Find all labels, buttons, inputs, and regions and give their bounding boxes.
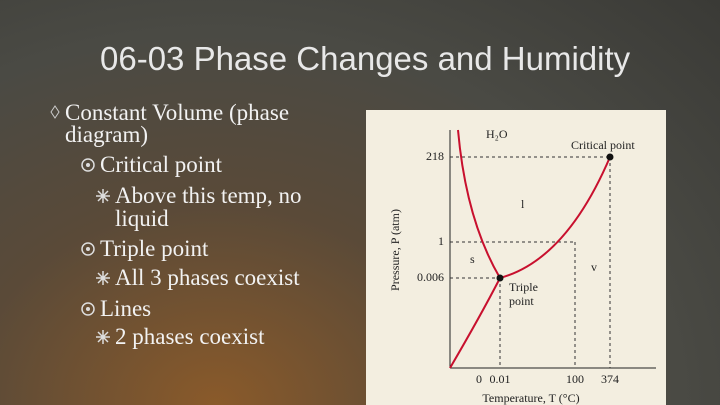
bullet-text: Constant Volume (phase bbox=[65, 100, 290, 125]
phase-diagram: H₂O Critical point 218 1 0.006 0 0.01 10… bbox=[366, 110, 666, 405]
sublimation-curve bbox=[449, 277, 501, 369]
bullet-text: liquid bbox=[115, 206, 169, 231]
x-tick-label: 374 bbox=[601, 372, 619, 386]
vaporization-curve bbox=[499, 156, 611, 279]
x-tick-label: 0.01 bbox=[490, 372, 511, 386]
annotation: point bbox=[509, 294, 534, 308]
annotation: Critical point bbox=[571, 138, 635, 152]
annotation: Triple bbox=[509, 280, 538, 294]
y-tick-label: 218 bbox=[426, 149, 444, 163]
bullet-icon bbox=[81, 302, 95, 316]
bullet-icon bbox=[81, 158, 95, 172]
y-tick-label: 0.006 bbox=[417, 270, 444, 284]
slide-title: 06-03 Phase Changes and Humidity bbox=[100, 40, 631, 77]
y-axis-label: Pressure, P (atm) bbox=[388, 209, 402, 291]
bullet-icon bbox=[96, 271, 110, 285]
bullet-text: Above this temp, no bbox=[115, 183, 302, 208]
fusion-curve bbox=[457, 129, 501, 279]
bullet-text: diagram) bbox=[65, 122, 149, 147]
bullet-text: All 3 phases coexist bbox=[115, 265, 300, 290]
bullet-icon bbox=[81, 242, 95, 256]
bullet-icon bbox=[96, 189, 110, 203]
x-tick-label: 0 bbox=[476, 372, 482, 386]
bullet-text: 2 phases coexist bbox=[115, 324, 265, 349]
y-tick-label: 1 bbox=[438, 234, 444, 248]
guide-line bbox=[450, 156, 611, 368]
bullet-icon bbox=[50, 105, 60, 119]
bullet-text: Critical point bbox=[100, 152, 223, 177]
bullet-text: Triple point bbox=[100, 236, 209, 261]
x-tick-label: 100 bbox=[566, 372, 584, 386]
guide-line bbox=[450, 277, 501, 368]
region-label: s bbox=[470, 252, 475, 266]
bullet-text: Lines bbox=[100, 296, 152, 321]
region-label: l bbox=[521, 197, 525, 211]
triple-point bbox=[496, 274, 504, 282]
guide-line bbox=[450, 241, 576, 368]
bullet-icon bbox=[96, 330, 110, 344]
region-label: v bbox=[591, 260, 597, 274]
x-axis-label: Temperature, T (°C) bbox=[482, 391, 579, 405]
figure-title: H₂O bbox=[486, 127, 508, 141]
critical-point bbox=[606, 153, 614, 161]
